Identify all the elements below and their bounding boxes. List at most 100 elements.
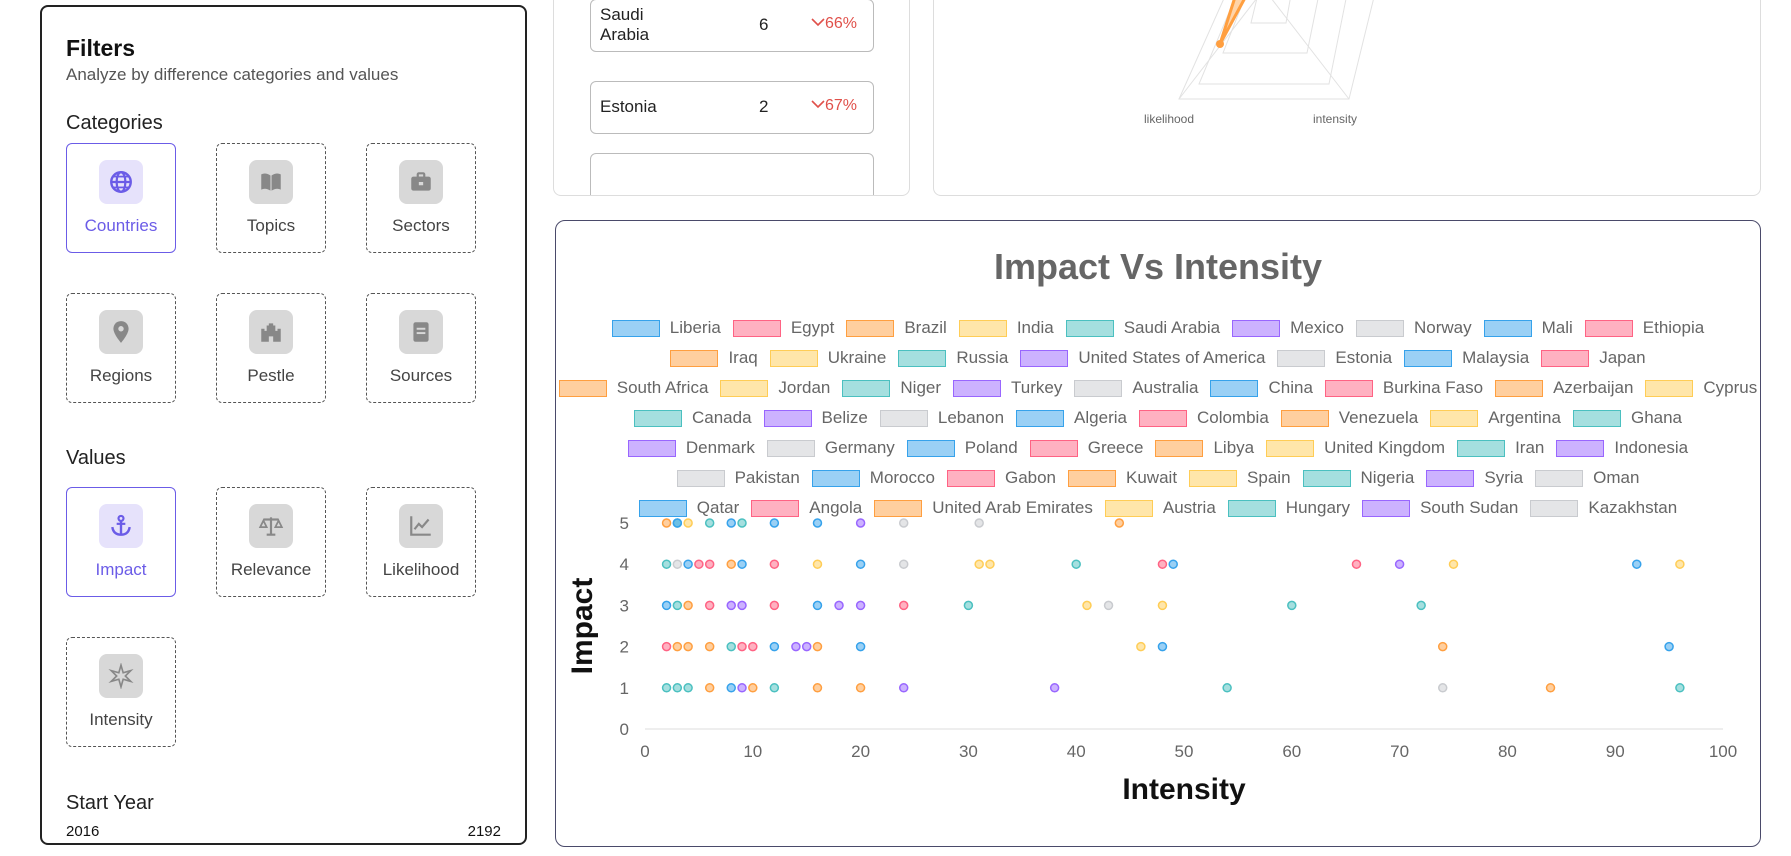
legend-item[interactable]: Morocco bbox=[811, 468, 935, 488]
scatter-point[interactable] bbox=[1157, 559, 1168, 569]
scatter-point[interactable] bbox=[694, 559, 704, 569]
scatter-point[interactable] bbox=[769, 518, 780, 528]
scatter-point[interactable] bbox=[1437, 683, 1448, 693]
scatter-point[interactable] bbox=[1071, 559, 1081, 569]
legend-item[interactable]: Burkina Faso bbox=[1324, 378, 1483, 398]
scatter-point[interactable] bbox=[1437, 641, 1448, 652]
legend-item[interactable]: Iraq bbox=[670, 348, 758, 368]
legend-item[interactable]: Egypt bbox=[732, 318, 834, 338]
scatter-point[interactable] bbox=[1114, 518, 1125, 528]
country-row[interactable] bbox=[590, 153, 874, 195]
legend-item[interactable]: Lebanon bbox=[879, 408, 1004, 428]
value-intensity-tile[interactable]: Intensity bbox=[66, 637, 176, 747]
scatter-point[interactable] bbox=[704, 683, 715, 693]
scatter-point[interactable] bbox=[737, 683, 747, 693]
scatter-point[interactable] bbox=[661, 641, 672, 652]
legend-item[interactable]: Syria bbox=[1426, 468, 1523, 488]
legend-item[interactable]: Kuwait bbox=[1068, 468, 1177, 488]
country-row[interactable]: Estonia 2 67% bbox=[590, 81, 874, 134]
scatter-point[interactable] bbox=[683, 518, 693, 528]
scatter-point[interactable] bbox=[1049, 683, 1060, 693]
legend-item[interactable]: Poland bbox=[906, 438, 1018, 458]
scatter-point[interactable] bbox=[661, 559, 672, 569]
scatter-point[interactable] bbox=[812, 641, 823, 652]
legend-item[interactable]: Indonesia bbox=[1556, 438, 1688, 458]
scatter-point[interactable] bbox=[769, 559, 780, 569]
scatter-point[interactable] bbox=[661, 600, 672, 611]
scatter-point[interactable] bbox=[769, 683, 780, 693]
scatter-point[interactable] bbox=[769, 641, 780, 652]
country-row[interactable]: Saudi Arabia 6 66% bbox=[590, 0, 874, 52]
scatter-point[interactable] bbox=[737, 518, 747, 528]
legend-item[interactable]: Hungary bbox=[1227, 498, 1350, 518]
legend-item[interactable]: Libya bbox=[1155, 438, 1254, 458]
scatter-point[interactable] bbox=[1351, 559, 1362, 569]
scatter-point[interactable] bbox=[1222, 683, 1232, 693]
scatter-point[interactable] bbox=[726, 518, 736, 528]
scatter-point[interactable] bbox=[769, 600, 780, 611]
scatter-point[interactable] bbox=[812, 559, 823, 569]
legend-item[interactable]: Denmark bbox=[627, 438, 755, 458]
scatter-point[interactable] bbox=[683, 600, 693, 611]
scatter-point[interactable] bbox=[1675, 683, 1685, 693]
legend-item[interactable]: Russia bbox=[898, 348, 1008, 368]
legend-item[interactable]: Cyprus bbox=[1645, 378, 1757, 398]
legend-item[interactable]: Malaysia bbox=[1404, 348, 1529, 368]
scatter-point[interactable] bbox=[726, 559, 736, 569]
legend-item[interactable]: Oman bbox=[1535, 468, 1639, 488]
legend-item[interactable]: Qatar bbox=[638, 498, 739, 518]
legend-item[interactable]: South Sudan bbox=[1362, 498, 1518, 518]
scatter-point[interactable] bbox=[1082, 600, 1092, 611]
legend-item[interactable]: Japan bbox=[1541, 348, 1646, 368]
legend-item[interactable]: Austria bbox=[1104, 498, 1216, 518]
scatter-point[interactable] bbox=[898, 518, 909, 528]
legend-item[interactable]: Kazakhstan bbox=[1530, 498, 1677, 518]
legend-item[interactable]: Gabon bbox=[946, 468, 1056, 488]
scatter-point[interactable] bbox=[704, 559, 715, 569]
scatter-point[interactable] bbox=[855, 518, 866, 528]
legend-item[interactable]: Angola bbox=[751, 498, 862, 518]
legend-item[interactable]: Algeria bbox=[1016, 408, 1127, 428]
scatter-point[interactable] bbox=[1287, 600, 1297, 611]
legend-item[interactable]: Turkey bbox=[953, 378, 1062, 398]
legend-item[interactable]: Pakistan bbox=[676, 468, 800, 488]
scatter-point[interactable] bbox=[1545, 683, 1556, 693]
legend-item[interactable]: Niger bbox=[842, 378, 941, 398]
value-impact-tile[interactable]: Impact bbox=[66, 487, 176, 597]
scatter-point[interactable] bbox=[855, 559, 866, 569]
legend-item[interactable]: Australia bbox=[1074, 378, 1198, 398]
scatter-point[interactable] bbox=[672, 559, 683, 569]
legend-item[interactable]: India bbox=[958, 318, 1054, 338]
scatter-point[interactable] bbox=[1157, 641, 1168, 652]
scatter-point[interactable] bbox=[737, 559, 747, 569]
scatter-point[interactable] bbox=[974, 559, 984, 569]
category-sources-tile[interactable]: Sources bbox=[366, 293, 476, 403]
category-pestle-tile[interactable]: Pestle bbox=[216, 293, 326, 403]
scatter-point[interactable] bbox=[683, 559, 693, 569]
scatter-point[interactable] bbox=[1664, 641, 1674, 652]
scatter-point[interactable] bbox=[791, 641, 801, 652]
legend-item[interactable]: Saudi Arabia bbox=[1065, 318, 1220, 338]
scatter-point[interactable] bbox=[1675, 559, 1685, 569]
legend-item[interactable]: Ethiopia bbox=[1584, 318, 1704, 338]
legend-item[interactable]: Colombia bbox=[1138, 408, 1269, 428]
legend-item[interactable]: Norway bbox=[1355, 318, 1472, 338]
category-topics-tile[interactable]: Topics bbox=[216, 143, 326, 253]
scatter-point[interactable] bbox=[726, 641, 736, 652]
legend-item[interactable]: Canada bbox=[633, 408, 752, 428]
scatter-point[interactable] bbox=[812, 600, 823, 611]
scatter-point[interactable] bbox=[855, 600, 866, 611]
legend-item[interactable]: Estonia bbox=[1277, 348, 1392, 368]
legend-item[interactable]: Ghana bbox=[1572, 408, 1682, 428]
scatter-point[interactable] bbox=[1632, 559, 1642, 569]
scatter-point[interactable] bbox=[1157, 600, 1168, 611]
legend-item[interactable]: Spain bbox=[1189, 468, 1291, 488]
scatter-point[interactable] bbox=[704, 641, 715, 652]
scatter-point[interactable] bbox=[812, 518, 823, 528]
scatter-point[interactable] bbox=[974, 518, 984, 528]
legend-item[interactable]: Mexico bbox=[1232, 318, 1344, 338]
legend-item[interactable]: Nigeria bbox=[1302, 468, 1414, 488]
scatter-point[interactable] bbox=[1136, 641, 1146, 652]
scatter-point[interactable] bbox=[748, 641, 758, 652]
scatter-point[interactable] bbox=[1168, 559, 1178, 569]
